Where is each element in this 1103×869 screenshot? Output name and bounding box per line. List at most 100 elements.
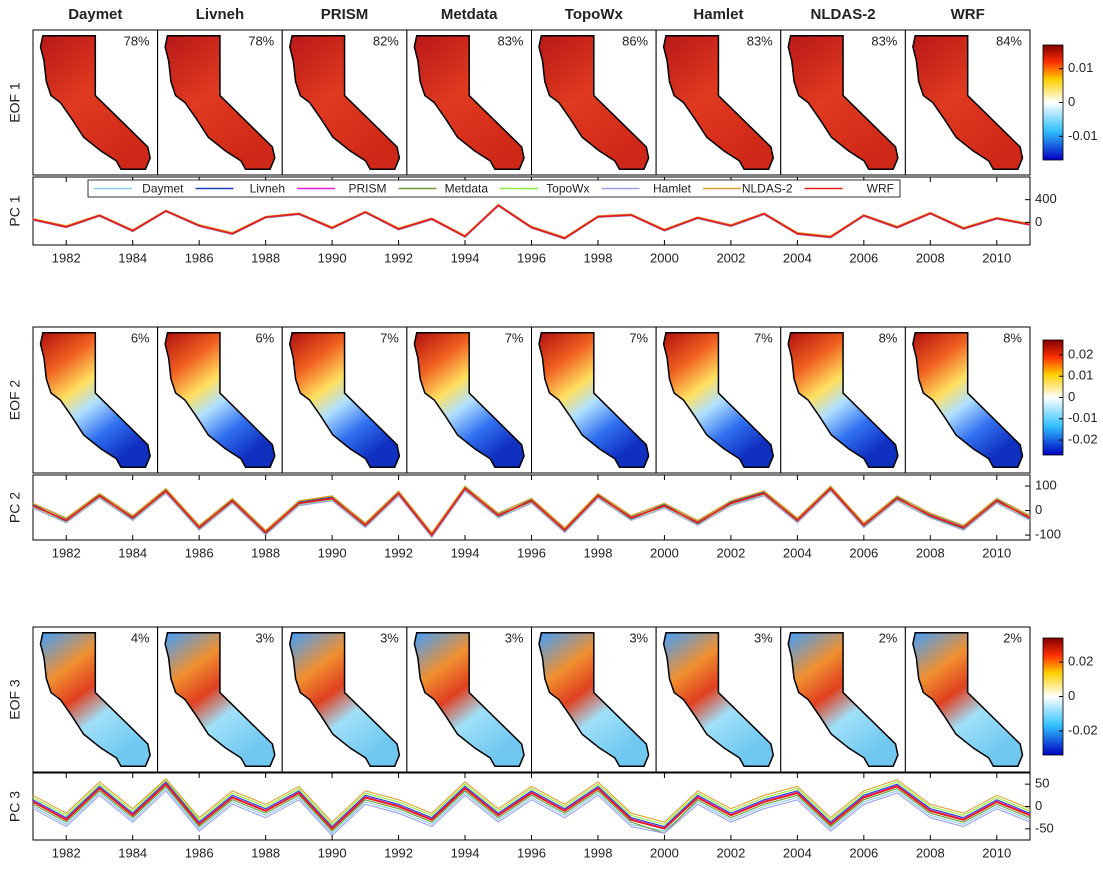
x-tick-label: 1994	[451, 545, 480, 560]
x-tick-label: 1986	[185, 250, 214, 265]
legend-box	[87, 179, 901, 198]
variance-label: 3%	[754, 630, 773, 645]
x-tick-label: 1998	[584, 845, 613, 860]
variance-label: 8%	[879, 330, 898, 345]
california-map	[538, 632, 650, 767]
variance-label: 6%	[255, 330, 274, 345]
x-tick-label: 1986	[185, 545, 214, 560]
variance-label: 3%	[629, 630, 648, 645]
y-tick-label: -50	[1035, 820, 1054, 835]
variance-label: 82%	[373, 33, 399, 48]
x-tick-label: 1998	[584, 545, 613, 560]
x-tick-label: 1998	[584, 250, 613, 265]
x-tick-label: 1992	[384, 845, 413, 860]
x-tick-label: 1988	[251, 545, 280, 560]
x-tick-label: 1990	[318, 845, 347, 860]
colorbar-tick-label: -0.01	[1068, 410, 1098, 425]
x-tick-label: 2006	[849, 545, 878, 560]
california-map	[787, 35, 899, 170]
variance-label: 78%	[248, 33, 274, 48]
variance-label: 2%	[879, 630, 898, 645]
california-map	[912, 332, 1024, 468]
y-axis-label: EOF 2	[7, 380, 23, 421]
variance-label: 83%	[497, 33, 523, 48]
variance-label: 78%	[124, 33, 150, 48]
x-tick-label: 2004	[783, 545, 812, 560]
y-tick-label: 0	[1035, 214, 1042, 229]
california-map	[787, 332, 899, 468]
x-tick-label: 1988	[251, 250, 280, 265]
legend-label: Hamlet	[653, 182, 692, 196]
variance-label: 86%	[622, 33, 648, 48]
california-map	[662, 632, 775, 767]
x-tick-label: 1992	[384, 545, 413, 560]
colorbar-tick-label: 0	[1068, 688, 1075, 703]
california-map	[164, 35, 276, 170]
x-tick-label: 1986	[185, 845, 214, 860]
variance-label: 6%	[131, 330, 150, 345]
x-tick-label: 1994	[451, 845, 480, 860]
x-tick-label: 1982	[52, 250, 81, 265]
variance-label: 83%	[747, 33, 773, 48]
x-tick-label: 1992	[384, 250, 413, 265]
pc-line	[32, 781, 1031, 828]
x-tick-label: 2010	[982, 250, 1011, 265]
x-tick-label: 2010	[982, 545, 1011, 560]
column-title: WRF	[951, 6, 985, 23]
california-map	[164, 332, 276, 468]
california-map	[288, 332, 401, 468]
x-tick-label: 2002	[716, 250, 745, 265]
legend-label: PRISM	[348, 182, 386, 196]
pc-line	[32, 785, 1031, 834]
x-tick-label: 2008	[916, 845, 945, 860]
y-tick-label: 0	[1035, 798, 1042, 813]
pc-line	[32, 790, 1031, 837]
x-tick-label: 1996	[517, 845, 546, 860]
x-tick-label: 2000	[650, 250, 679, 265]
x-tick-label: 2000	[650, 545, 679, 560]
column-title: TopoWx	[565, 6, 624, 23]
x-tick-label: 2000	[650, 845, 679, 860]
x-tick-label: 2004	[783, 250, 812, 265]
column-title: Livneh	[196, 6, 244, 23]
y-tick-label: 50	[1035, 776, 1049, 791]
california-map	[413, 35, 525, 170]
pc-line	[32, 778, 1031, 826]
colorbar-tick-label: -0.02	[1068, 432, 1098, 447]
pc-line	[32, 485, 1031, 534]
y-axis-label: PC 1	[7, 195, 23, 226]
pc-line	[32, 487, 1031, 537]
y-tick-label: 100	[1035, 477, 1057, 492]
variance-label: 3%	[505, 630, 524, 645]
x-tick-label: 1990	[318, 545, 347, 560]
variance-label: 8%	[1003, 330, 1022, 345]
california-map	[164, 632, 276, 767]
x-tick-label: 1984	[118, 845, 147, 860]
california-map	[912, 35, 1024, 170]
variance-label: 7%	[505, 330, 524, 345]
variance-label: 84%	[996, 33, 1022, 48]
colorbar-tick-label: 0.02	[1068, 346, 1093, 361]
california-map	[288, 632, 401, 767]
colorbar-tick-label: -0.02	[1068, 722, 1098, 737]
y-tick-label: 0	[1035, 502, 1042, 517]
variance-label: 3%	[255, 630, 274, 645]
colorbar-tick-label: 0.01	[1068, 60, 1093, 75]
legend-label: Daymet	[142, 182, 184, 196]
x-tick-label: 2006	[849, 845, 878, 860]
x-tick-label: 1984	[118, 250, 147, 265]
legend-label: Livneh	[250, 182, 285, 196]
x-tick-label: 1996	[517, 250, 546, 265]
pc-line	[32, 778, 1031, 823]
pc-line	[32, 782, 1031, 831]
variance-label: 7%	[629, 330, 648, 345]
column-title: Daymet	[68, 6, 122, 23]
colorbar-tick-label: 0.02	[1068, 654, 1093, 669]
x-tick-label: 1984	[118, 545, 147, 560]
y-tick-label: 400	[1035, 191, 1057, 206]
variance-label: 7%	[754, 330, 773, 345]
legend-label: NLDAS-2	[742, 182, 793, 196]
colorbar-tick-label: 0	[1068, 94, 1075, 109]
california-map	[39, 35, 151, 170]
